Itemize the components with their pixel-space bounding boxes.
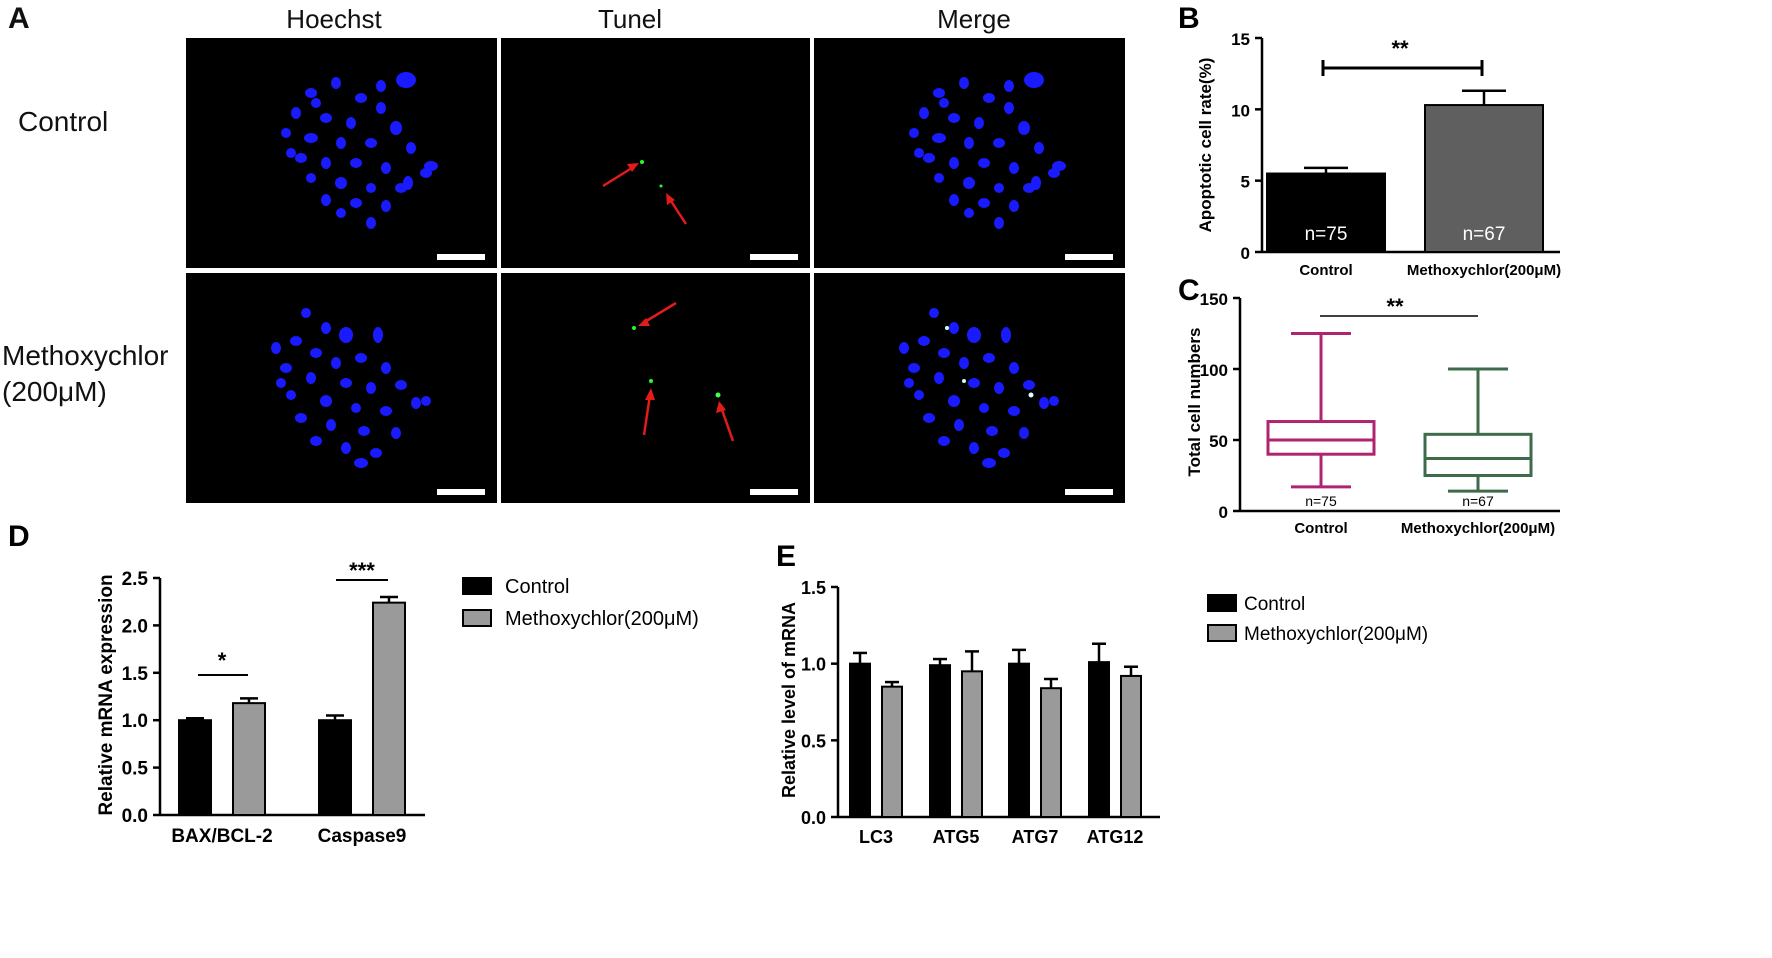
scale-bar <box>1065 254 1113 260</box>
nuclei-cluster <box>281 72 438 229</box>
scale-bar <box>437 489 485 495</box>
column-header-tunel: Tunel <box>597 4 663 34</box>
bar-1-1 <box>372 601 406 817</box>
bar-1-3 <box>1120 674 1142 819</box>
bar-0-2 <box>1008 662 1030 819</box>
legend-label: Control <box>1244 594 1305 615</box>
y-tick-label: 50 <box>1209 432 1228 451</box>
red-arrow-icon <box>642 301 677 325</box>
x-tick-label: Control <box>1294 520 1347 537</box>
legend-swatch <box>1207 594 1237 612</box>
micrograph-methoxychlor-hoechst <box>186 273 497 503</box>
row-label-control: Control <box>18 106 109 137</box>
row-label-methoxychlor: Methoxychlor (200μM) <box>2 340 169 407</box>
tunel-signal <box>602 160 688 225</box>
significance-label: ** <box>1391 36 1409 61</box>
bar-0-3 <box>1088 661 1110 819</box>
scale-bar <box>437 254 485 260</box>
x-tick-label: ATG5 <box>933 827 980 847</box>
significance-label: *** <box>349 558 375 583</box>
legend-label: Methoxychlor(200μM) <box>1244 624 1428 645</box>
x-tick-label: ATG12 <box>1087 827 1144 847</box>
panel-letter: B <box>1178 2 1200 35</box>
x-tick-label: BAX/BCL-2 <box>171 826 272 847</box>
panel-letter: D <box>8 520 30 553</box>
y-tick-label: 0.0 <box>801 808 826 828</box>
legend-swatch <box>462 577 492 595</box>
nuclei-cluster <box>909 72 1066 229</box>
bar-0-0 <box>849 662 871 819</box>
y-tick-label: 1.5 <box>801 578 826 598</box>
y-tick-label: 1.0 <box>122 711 148 732</box>
legend-swatch <box>1207 624 1237 642</box>
legend-swatch <box>462 609 492 627</box>
y-axis-title: Relative mRNA expression <box>96 574 117 815</box>
legend-label: Control <box>505 576 569 598</box>
x-tick-label: Methoxychlor(200μM) <box>1401 520 1555 537</box>
y-tick-label: 2.0 <box>122 616 148 637</box>
y-tick-label: 0.5 <box>801 731 826 751</box>
bar-n-label: n=75 <box>1305 224 1348 245</box>
micrograph-methoxychlor-tunel <box>501 273 810 503</box>
y-tick-label: 15 <box>1231 30 1250 49</box>
column-header-merge: Merge <box>937 4 1011 34</box>
micrograph-control-tunel <box>501 38 810 268</box>
box-0 <box>1266 420 1376 456</box>
y-tick-label: 100 <box>1200 361 1228 380</box>
y-tick-label: 5 <box>1241 173 1250 192</box>
y-tick-label: 2.5 <box>122 569 149 590</box>
bar-1-0 <box>881 685 903 819</box>
y-tick-label: 0.5 <box>122 759 149 780</box>
box-n-label: n=67 <box>1462 493 1494 509</box>
x-tick-label: Caspase9 <box>318 826 407 847</box>
box-1 <box>1423 432 1533 478</box>
tunel-signal <box>632 301 735 442</box>
scale-bar <box>750 254 798 260</box>
y-axis-title: Relative level of mRNA <box>779 602 799 798</box>
panel-letter: C <box>1178 274 1200 307</box>
x-tick-label: Control <box>1299 262 1352 279</box>
nuclei-cluster <box>899 308 1059 468</box>
significance-label: * <box>218 648 227 673</box>
significance-label: ** <box>1386 294 1404 319</box>
bar-0-1 <box>318 719 352 817</box>
x-tick-label: ATG7 <box>1012 827 1059 847</box>
bar-0-0 <box>178 719 212 817</box>
panel-letter: E <box>776 540 796 573</box>
y-axis-title: Total cell numbers <box>1185 328 1204 477</box>
micrograph-control-merge <box>814 38 1125 268</box>
y-tick-label: 10 <box>1231 101 1250 120</box>
x-tick-label: LC3 <box>859 827 893 847</box>
y-tick-label: 1.0 <box>801 655 826 675</box>
red-arrow-icon <box>719 406 735 442</box>
bar-0 <box>1266 172 1386 254</box>
y-tick-label: 150 <box>1200 290 1228 309</box>
legend-label: Methoxychlor(200μM) <box>505 608 699 630</box>
y-tick-label: 0 <box>1241 244 1250 263</box>
scale-bar <box>1065 489 1113 495</box>
panel-a-letter: A <box>8 2 30 35</box>
bar-1-1 <box>961 670 983 818</box>
y-axis-title: Apoptotic cell rate(%) <box>1196 58 1215 233</box>
scale-bar <box>750 489 798 495</box>
bar-n-label: n=67 <box>1463 224 1506 245</box>
x-tick-label: Methoxychlor(200μM) <box>1407 262 1561 279</box>
red-arrow-icon <box>642 394 652 436</box>
micrograph-control-hoechst <box>186 38 497 268</box>
bar-0-1 <box>929 664 951 819</box>
red-arrow-icon <box>667 197 688 225</box>
column-header-hoechst: Hoechst <box>286 4 382 34</box>
nuclei-cluster <box>271 308 431 468</box>
y-tick-label: 1.5 <box>122 664 149 685</box>
red-arrow-icon <box>602 164 636 188</box>
y-tick-label: 0.0 <box>122 806 148 827</box>
bar-1-0 <box>232 702 266 816</box>
micrograph-methoxychlor-merge <box>814 273 1125 503</box>
bar-1-2 <box>1040 687 1062 819</box>
box-n-label: n=75 <box>1305 493 1337 509</box>
y-tick-label: 0 <box>1219 503 1228 522</box>
